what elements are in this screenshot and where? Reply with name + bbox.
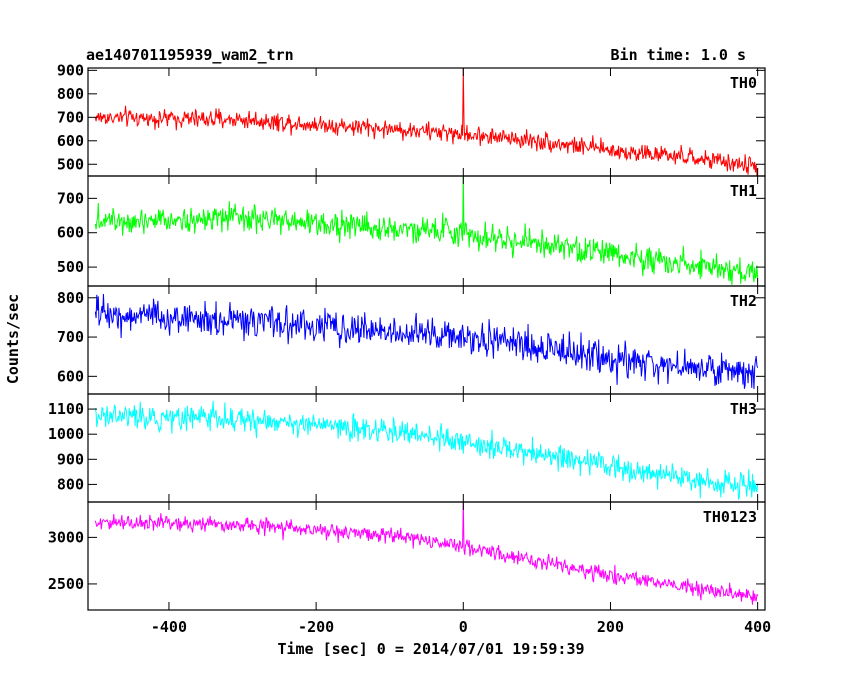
- y-tick-label: 900: [57, 450, 84, 468]
- x-tick-label: 400: [744, 618, 771, 636]
- series-line-th0: [94, 68, 759, 176]
- y-tick-label: 800: [57, 289, 84, 307]
- y-tick-label: 700: [57, 108, 84, 126]
- y-tick-label: 3000: [48, 528, 84, 546]
- x-tick-label: -200: [298, 618, 334, 636]
- y-tick-label: 500: [57, 258, 84, 276]
- series-line-th0123: [94, 502, 759, 605]
- y-tick-label: 1100: [48, 400, 84, 418]
- panel-th0: 500 600 700 800 900 TH0: [57, 61, 766, 177]
- y-tick-label: 900: [57, 61, 84, 79]
- panel-label-th2: TH2: [730, 292, 757, 310]
- y-tick-label: 800: [57, 85, 84, 103]
- panel-frame: [87, 501, 766, 611]
- chart-title: ae140701195939_wam2_trn: [86, 46, 294, 64]
- y-tick-label: 600: [57, 132, 84, 150]
- y-tick-label: 500: [57, 155, 84, 173]
- y-tick-label: 2500: [48, 575, 84, 593]
- x-tick-label: -400: [151, 618, 187, 636]
- panels-group: 500 600 700 800 900 TH0 500 600 700 TH1 600 700 800 T…: [48, 61, 766, 611]
- x-axis-label: Time [sec] 0 = 2014/07/01 19:59:39: [277, 640, 584, 658]
- panel-label-th0: TH0: [730, 74, 757, 92]
- y-axis-label: Counts/sec: [4, 294, 22, 384]
- y-tick-label: 800: [57, 475, 84, 493]
- y-tick-label: 600: [57, 367, 84, 385]
- y-tick-label: 700: [57, 328, 84, 346]
- series-line-th3: [94, 400, 759, 501]
- panel-th3: 800 900 1000 1100 TH3: [48, 393, 766, 503]
- panel-label-th3: TH3: [730, 400, 757, 418]
- bin-time-label: Bin time: 1.0 s: [611, 46, 746, 64]
- panel-th0123: 2500 3000 TH0123: [48, 501, 766, 611]
- panel-frame: [87, 393, 766, 503]
- panel-frame: [87, 285, 766, 395]
- series-line-th2: [94, 294, 759, 390]
- series-line-th1: [94, 176, 759, 286]
- y-tick-label: 700: [57, 189, 84, 207]
- x-axis: -400 -200 0 200 400: [151, 618, 771, 636]
- y-tick-label: 1000: [48, 425, 84, 443]
- x-tick-label: 0: [459, 618, 468, 636]
- panel-label-th1: TH1: [730, 182, 757, 200]
- panel-label-th0123: TH0123: [703, 508, 757, 526]
- panel-th1: 500 600 700 TH1: [57, 175, 766, 287]
- y-tick-label: 600: [57, 224, 84, 242]
- x-tick-label: 200: [597, 618, 624, 636]
- panel-th2: 600 700 800 TH2: [57, 285, 766, 395]
